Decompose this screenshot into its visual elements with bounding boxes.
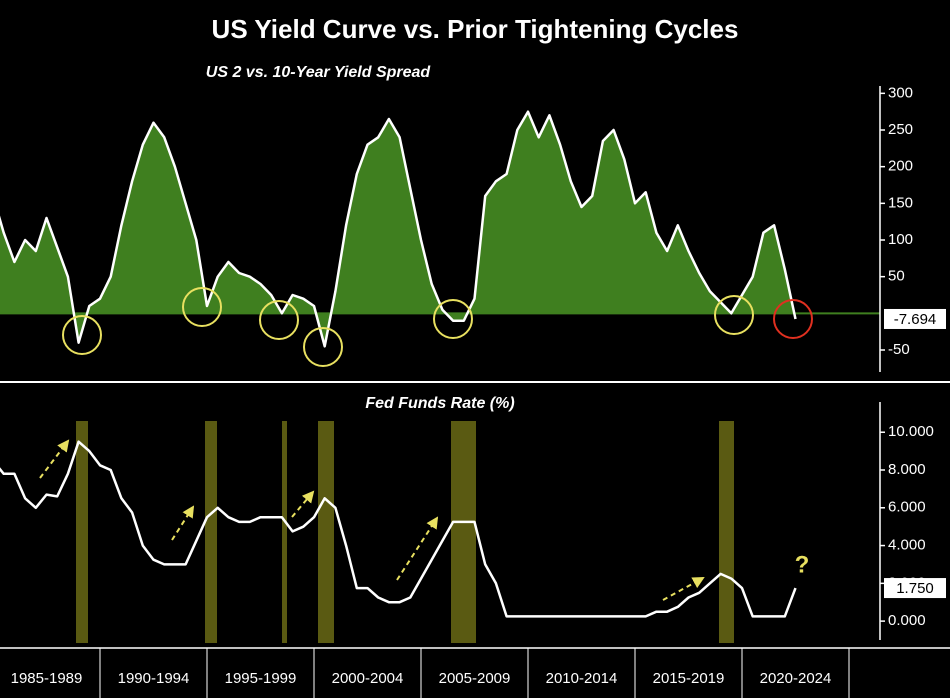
shade bbox=[76, 421, 88, 643]
shade bbox=[205, 421, 217, 643]
line bbox=[0, 110, 797, 348]
annotation: ? bbox=[795, 551, 810, 578]
y-tick-label: -50 bbox=[888, 341, 910, 358]
circle bbox=[303, 327, 343, 367]
circle bbox=[182, 287, 222, 327]
y-tick-label: 0.000 bbox=[888, 612, 926, 629]
x-tick-label: 1995-1999 bbox=[225, 670, 297, 687]
circle bbox=[773, 299, 813, 339]
last-value-box bbox=[884, 308, 946, 329]
y-tick-label: 8.000 bbox=[888, 461, 926, 478]
shade bbox=[719, 421, 734, 643]
y-tick-label: 200 bbox=[888, 158, 913, 175]
arrow bbox=[291, 490, 315, 518]
panel-title: US 2 vs. 10-Year Yield Spread bbox=[206, 64, 432, 81]
x-tick-label: 2015-2019 bbox=[653, 670, 725, 687]
shade bbox=[318, 421, 334, 643]
hike-arrows bbox=[39, 439, 705, 601]
arrow bbox=[171, 505, 195, 541]
line bbox=[0, 440, 797, 618]
inversion-circles bbox=[62, 287, 813, 367]
circle bbox=[714, 295, 754, 335]
x-tick-label: 2005-2009 bbox=[439, 670, 511, 687]
arrow bbox=[39, 439, 70, 479]
inversion-shading bbox=[76, 421, 734, 643]
y-tick-label: 50 bbox=[888, 268, 905, 285]
y-tick-label: 100 bbox=[888, 231, 913, 248]
circle bbox=[62, 315, 102, 355]
circle bbox=[433, 299, 473, 339]
last-value-label: 1.750 bbox=[896, 580, 934, 597]
y-tick-label: 300 bbox=[888, 84, 913, 101]
arrow bbox=[662, 577, 705, 601]
last-value-box bbox=[884, 578, 946, 599]
x-tick-label: 2010-2014 bbox=[546, 670, 618, 687]
chart-title: US Yield Curve vs. Prior Tightening Cycl… bbox=[212, 14, 739, 44]
shade bbox=[282, 421, 287, 643]
shade bbox=[451, 421, 476, 643]
y-tick-label: 6.000 bbox=[888, 499, 926, 516]
y-tick-label: 150 bbox=[888, 194, 913, 211]
circle bbox=[259, 300, 299, 340]
y-tick-label: 4.000 bbox=[888, 537, 926, 554]
y-tick-label: 10.000 bbox=[888, 423, 934, 440]
arrow bbox=[396, 516, 439, 581]
x-tick-label: 1990-1994 bbox=[118, 670, 190, 687]
x-tick-label: 1985-1989 bbox=[11, 670, 83, 687]
y-tick-label: 250 bbox=[888, 121, 913, 138]
panel-title: Fed Funds Rate (%) bbox=[365, 395, 514, 412]
last-value-label: -7.694 bbox=[894, 311, 937, 328]
x-tick-label: 2020-2024 bbox=[760, 670, 832, 687]
x-tick-label: 2000-2004 bbox=[332, 670, 404, 687]
